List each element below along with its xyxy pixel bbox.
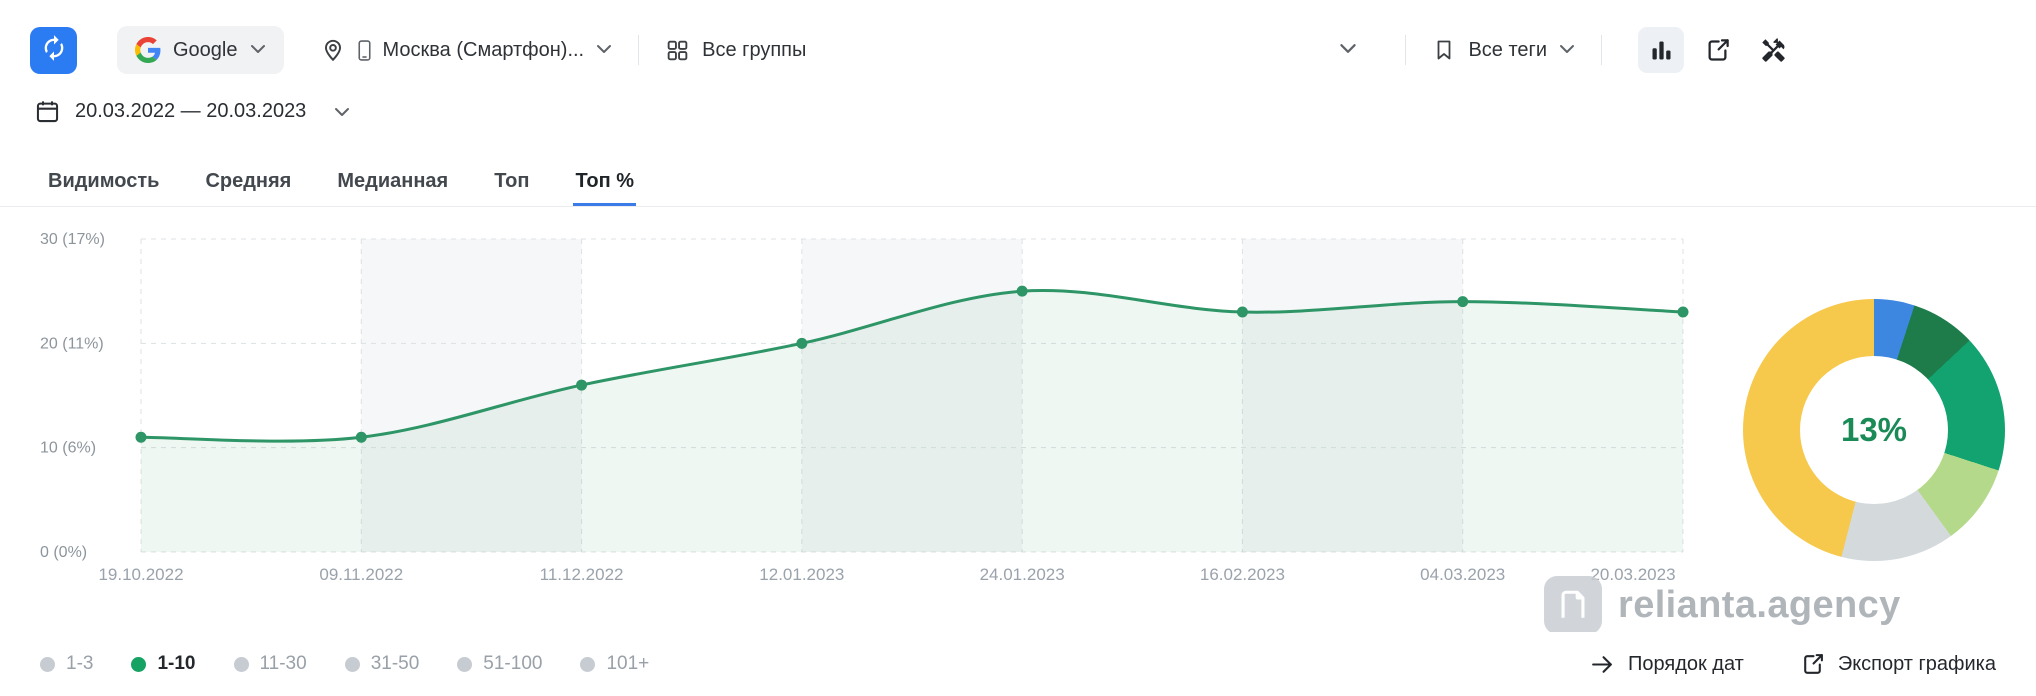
watermark: relianta.agency: [1544, 576, 1901, 634]
refresh-icon: [40, 34, 68, 67]
metric-tabs: Видимость Средняя Медианная Топ Топ %: [0, 160, 2036, 207]
y-tick-label: 30 (17%): [40, 231, 105, 248]
region-label: Москва (Смартфон)...: [382, 38, 585, 61]
legend-dot: [131, 656, 147, 672]
x-tick-label: 12.01.2023: [759, 565, 844, 584]
donut-center-value: 13%: [1840, 411, 1908, 448]
legend-dot: [40, 656, 55, 672]
data-point[interactable]: [1236, 306, 1248, 318]
toolbar-divider: [1405, 35, 1407, 65]
x-tick-label: 11.12.2022: [540, 565, 624, 584]
top-distribution-donut-chart: 13%: [1743, 299, 2005, 561]
date-range-select[interactable]: 20.03.2022 — 20.03.2023: [34, 98, 350, 125]
tab-2[interactable]: Средняя: [205, 170, 292, 192]
export-icon: [1800, 652, 1825, 677]
chevron-down-icon: [334, 100, 350, 123]
x-tick-label: 19.10.2022: [98, 565, 183, 584]
toolbar-divider: [638, 35, 640, 65]
x-tick-label: 16.02.2023: [1200, 565, 1285, 584]
bar-chart-icon: [1648, 37, 1675, 64]
bookmark-icon: [1432, 38, 1456, 62]
y-tick-label: 20 (11%): [40, 335, 104, 352]
top-percent-line-chart: 0 (0%) 10 (6%) 20 (11%) 30 (17%) 19.10.2022 0…: [40, 231, 1689, 584]
export-report-button[interactable]: [1694, 27, 1740, 73]
legend-dot: [580, 656, 596, 672]
date-order-button[interactable]: Порядок дат: [1590, 652, 1744, 677]
chevron-down-icon: [1339, 41, 1357, 59]
legend-label: 11-30: [259, 653, 307, 674]
google-logo-icon: [135, 37, 161, 63]
donut-hole: 13%: [1800, 356, 1948, 504]
legend-dot: [344, 656, 360, 672]
series-legend: 1-3 1-10 11-30 31-50 51-100 101+: [40, 653, 687, 675]
legend-label: 1-3: [66, 653, 94, 674]
bottom-bar: 1-3 1-10 11-30 31-50 51-100 101+ Порядок дат …: [0, 632, 2036, 696]
legend-item-6[interactable]: 101+: [580, 653, 649, 675]
chevron-down-icon: [596, 41, 612, 59]
toolbar: Google Москва (Смартфон)... Все группы: [30, 24, 1796, 76]
y-tick-label: 10 (6%): [40, 440, 96, 457]
data-point[interactable]: [1016, 285, 1028, 297]
legend-label: 101+: [606, 653, 650, 674]
data-point[interactable]: [1677, 306, 1689, 318]
y-tick-label: 0 (0%): [40, 544, 87, 561]
chart-actions: Порядок дат Экспорт графика: [1590, 652, 1996, 677]
tab-1[interactable]: Видимость: [48, 170, 160, 192]
tab-3[interactable]: Медианная: [337, 170, 449, 192]
legend-dot: [457, 656, 473, 672]
calendar-icon: [34, 98, 61, 125]
watermark-text: relianta.agency: [1618, 583, 1901, 626]
toolbar-divider: [1601, 35, 1602, 65]
chevron-down-icon: [1559, 41, 1575, 59]
search-engine-select[interactable]: Google: [117, 26, 284, 74]
tab-4[interactable]: Топ: [494, 170, 530, 192]
legend-item-2[interactable]: 1-10: [131, 653, 196, 675]
search-engine-label: Google: [173, 38, 238, 61]
x-tick-label: 24.01.2023: [980, 565, 1065, 584]
location-pin-icon: [320, 37, 346, 63]
tags-label: Все теги: [1468, 38, 1547, 61]
tools-icon: [1760, 37, 1787, 64]
chart-view-button[interactable]: [1638, 27, 1684, 73]
region-select[interactable]: Москва (Смартфон)...: [320, 37, 613, 63]
x-tick-label: 09.11.2022: [319, 565, 403, 584]
tags-select[interactable]: Все теги: [1432, 38, 1575, 62]
chevron-down-icon: [250, 41, 266, 59]
legend-label: 31-50: [370, 653, 420, 674]
refresh-button[interactable]: [30, 26, 77, 74]
x-tick-label: 04.03.2023: [1420, 565, 1505, 584]
smartphone-icon: [357, 39, 371, 61]
relianta-logo-icon: [1544, 576, 1602, 634]
legend-dot: [233, 656, 249, 672]
arrow-right-icon: [1590, 652, 1615, 677]
groups-grid-icon: [665, 38, 690, 63]
date-order-label: Порядок дат: [1627, 652, 1744, 675]
groups-label: Все группы: [702, 38, 807, 61]
data-point[interactable]: [796, 337, 808, 349]
legend-item-1[interactable]: 1-3: [40, 653, 93, 675]
data-point[interactable]: [576, 379, 588, 391]
x-tick-label: 20.03.2023: [1590, 565, 1675, 584]
tab-5[interactable]: Топ %: [573, 160, 636, 206]
data-point[interactable]: [135, 431, 147, 443]
date-range-label: 20.03.2022 — 20.03.2023: [75, 100, 307, 122]
legend-item-4[interactable]: 31-50: [344, 653, 420, 675]
export-chart-label: Экспорт графика: [1837, 652, 1996, 675]
legend-label: 51-100: [483, 653, 543, 674]
export-chart-button[interactable]: Экспорт графика: [1800, 652, 1996, 677]
data-point[interactable]: [355, 431, 367, 443]
data-point[interactable]: [1457, 296, 1469, 308]
legend-label: 1-10: [157, 653, 196, 674]
groups-select[interactable]: Все группы: [665, 38, 1379, 63]
export-icon: [1704, 37, 1731, 64]
tools-button[interactable]: [1750, 27, 1796, 73]
legend-item-3[interactable]: 11-30: [233, 653, 307, 675]
legend-item-5[interactable]: 51-100: [457, 653, 542, 675]
